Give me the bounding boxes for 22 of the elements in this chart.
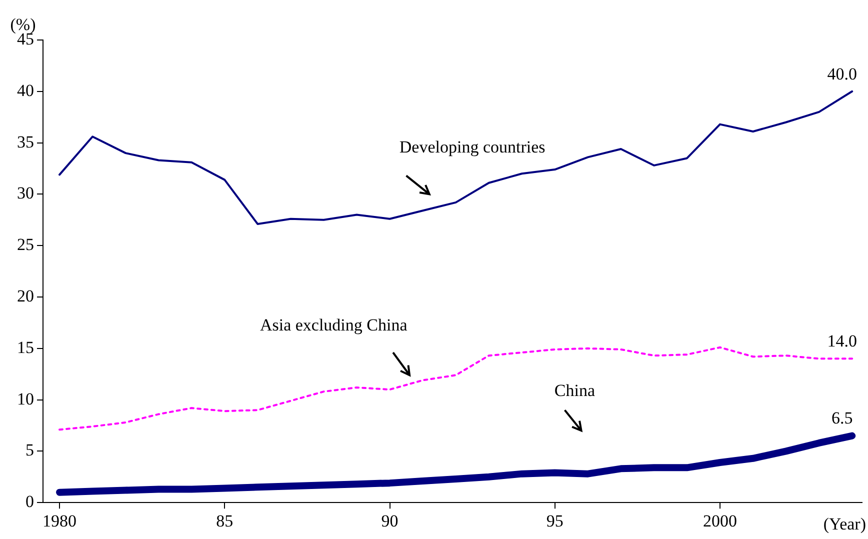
- y-tick-label: 0: [26, 492, 34, 512]
- y-tick-label: 40: [17, 80, 34, 100]
- y-tick-label: 35: [17, 132, 34, 152]
- text: China: [554, 381, 596, 400]
- series-label: Developing countries: [399, 137, 546, 156]
- y-tick-label: 20: [17, 286, 34, 306]
- y-tick-label: 15: [17, 338, 34, 357]
- x-tick-label: 95: [546, 511, 564, 530]
- x-tick-label: 2000: [702, 511, 737, 530]
- x-tick-label: 90: [381, 511, 398, 530]
- y-tick-label: 10: [17, 389, 34, 408]
- x-axis-title: (Year): [823, 514, 866, 534]
- y-tick-label: 5: [26, 440, 34, 460]
- data-label: 14.0: [827, 332, 857, 351]
- data-label: 40.0: [827, 64, 857, 84]
- x-tick-label: 1980: [42, 511, 77, 530]
- data-label: 6.5: [831, 408, 853, 428]
- x-tick-label: 85: [216, 511, 234, 530]
- y-tick-label: 25: [17, 235, 34, 254]
- line-series: [58, 346, 854, 431]
- y-tick-label: 30: [17, 184, 34, 203]
- text: Asia excluding China: [260, 315, 408, 334]
